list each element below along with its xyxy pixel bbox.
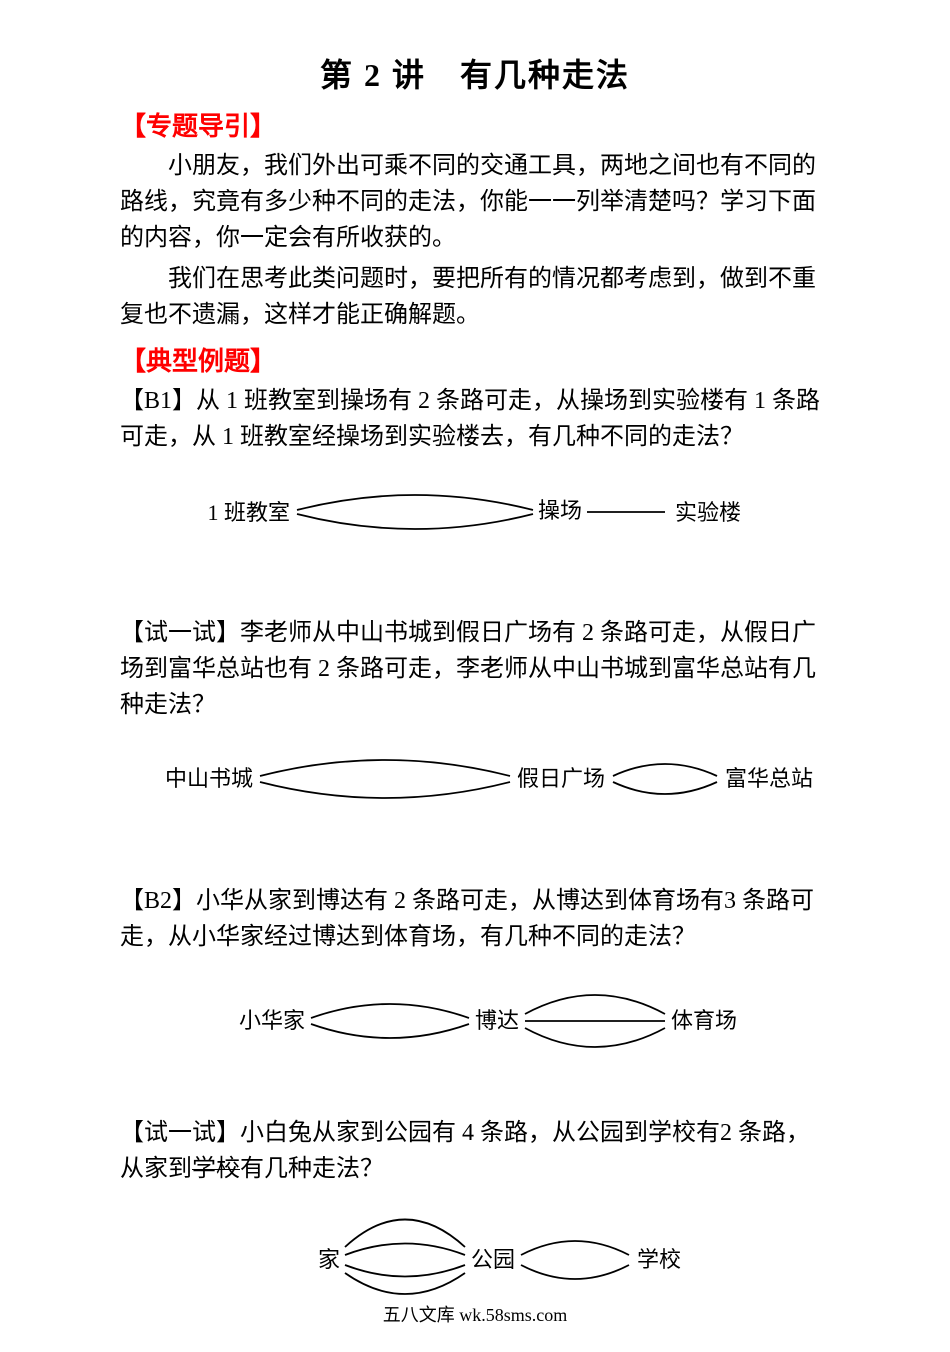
node-label: 实验楼 [675,500,741,525]
path-arc [260,782,510,798]
path-arc [525,1028,665,1047]
problem-b1-text: 【B1】从 1 班教室到操场有 2 条路可走，从操场到实验楼有 1 条路可走，从… [120,383,830,455]
diagram-try1: 中山书城 假日广场 富华总站 [120,738,830,833]
intro-section-title: 【专题导引】 [120,106,830,143]
path-arc [521,1265,629,1279]
node-label: 操场 [538,498,582,523]
intro-paragraph-1: 小朋友，我们外出可乘不同的交通工具，两地之间也有不同的路线，究竟有多少种不同的走… [120,148,830,256]
path-arc [260,760,510,776]
path-arc [297,514,533,529]
examples-section-title: 【典型例题】 [120,341,830,378]
try1-text: 【试一试】李老师从中山书城到假日广场有 2 条路可走，从假日广场到富华总站也有 … [120,615,830,723]
node-label: 中山书城 [165,766,253,791]
try2-text: 【试一试】小白兔从家到公园有 4 条路，从公园到学校有2 条路，从家到学校有几种… [120,1115,830,1187]
path-arc [311,1024,469,1038]
path-arc [345,1244,465,1256]
path-arc [525,995,665,1014]
path-arc [297,495,533,510]
struck-text: 学校 [192,1156,240,1182]
problem-b2-text: 【B2】小华从家到博达有 2 条路可走，从博达到体育场有3 条路可走，从小华家经… [120,883,830,955]
node-label: 博达 [475,1008,519,1033]
try2-text-part: 【试一试】小白兔从家到公园有 4 条路，从公园到学校有2 条路，从家到学校有几种… [120,1120,810,1182]
page-title: 第 2 讲 有几种走法 [120,50,830,96]
node-label: 学校 [637,1247,681,1272]
diagram-b1: 1 班教室 操场 实验楼 [120,470,830,565]
path-arc [613,764,717,776]
footer-text: 五八文库 wk.58sms.com [0,1301,950,1327]
node-label: 小华家 [239,1008,305,1033]
path-arc [311,1004,469,1018]
node-label: 假日广场 [517,766,605,791]
path-arc [345,1265,465,1277]
path-arc [613,782,717,794]
intro-paragraph-2: 我们在思考此类问题时，要把所有的情况都考虑到，做到不重复也不遗漏，这样才能正确解… [120,261,830,333]
node-label: 体育场 [671,1008,737,1033]
node-label: 1 班教室 [207,500,290,525]
path-arc [521,1241,629,1255]
node-label: 公园 [471,1247,515,1272]
node-label: 富华总站 [725,766,813,791]
diagram-b2: 小华家 博达 体育场 [120,970,830,1075]
node-label: 家 [318,1247,340,1272]
